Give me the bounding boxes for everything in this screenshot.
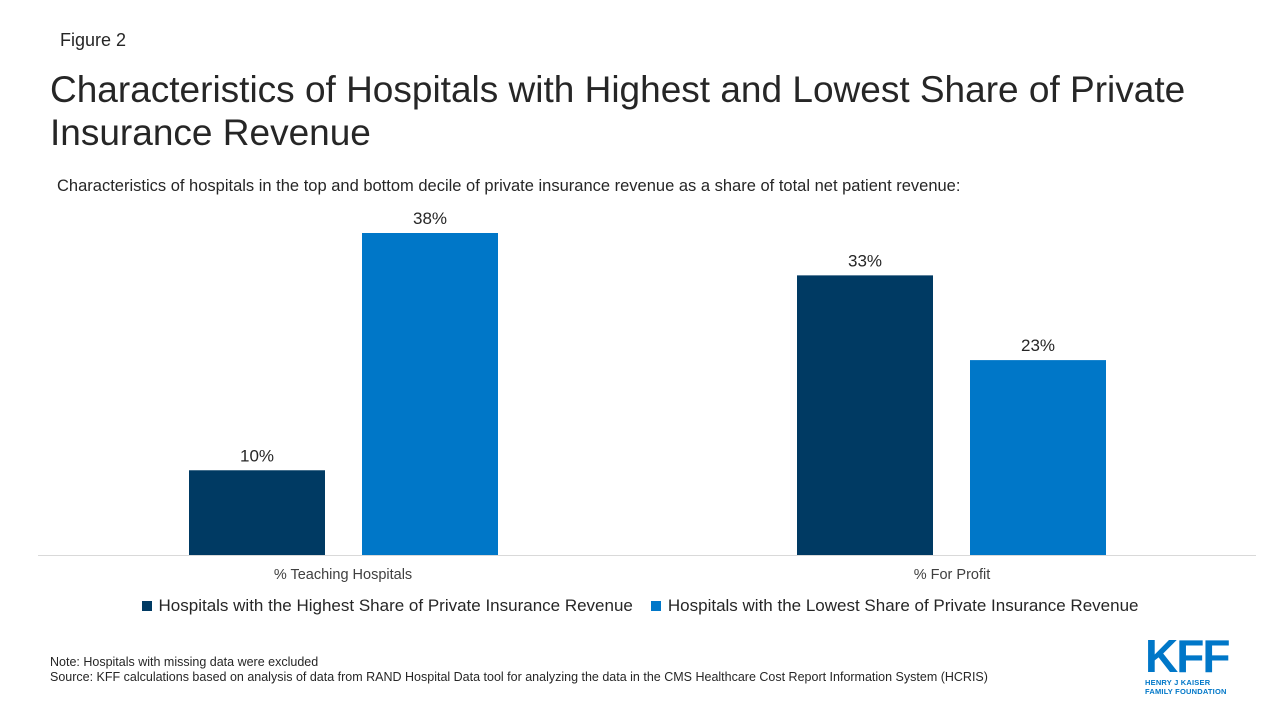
data-label-series1-for-profit: 33% — [848, 251, 882, 270]
logo-line-1: HENRY J KAISER — [1145, 678, 1211, 687]
logo-mark: KFF — [1145, 630, 1230, 682]
data-label-series2-for-profit: 23% — [1021, 336, 1055, 355]
legend-label-highest: Hospitals with the Highest Share of Priv… — [158, 596, 633, 615]
legend-swatch-highest — [141, 601, 152, 611]
chart-title: Characteristics of Hospitals with Highes… — [50, 69, 1186, 153]
note-text: Note: Hospitals with missing data were e… — [50, 655, 319, 669]
data-label-series1-teaching: 10% — [240, 446, 274, 465]
bar-series1-for-profit — [797, 275, 933, 555]
figure-label: Figure 2 — [60, 30, 127, 50]
x-tick-label-for-profit: % For Profit — [914, 567, 991, 583]
bar-series1-teaching — [189, 470, 325, 555]
logo-line-2: FAMILY FOUNDATION — [1145, 687, 1227, 696]
footnotes: Note: Hospitals with missing data were e… — [50, 655, 1110, 685]
kff-logo: KFF HENRY J KAISER FAMILY FOUNDATION — [1145, 630, 1240, 700]
bar-series2-teaching — [362, 233, 498, 555]
x-tick-label-teaching: % Teaching Hospitals — [274, 567, 412, 583]
bar-series2-for-profit — [970, 360, 1106, 555]
bar-chart: 10% 38% % Teaching Hospitals 33% 23% % For Pr… — [38, 209, 1256, 583]
legend-item-highest: Hospitals with the Highest Share of Priv… — [141, 596, 633, 616]
legend-swatch-lowest — [650, 601, 661, 611]
source-text: Source: KFF calculations based on analys… — [50, 670, 988, 684]
chart-legend: Hospitals with the Highest Share of Priv… — [0, 596, 1280, 616]
chart-subtitle: Characteristics of hospitals in the top … — [57, 177, 961, 195]
data-label-series2-teaching: 38% — [413, 209, 447, 228]
legend-item-lowest: Hospitals with the Lowest Share of Priva… — [650, 596, 1139, 616]
legend-label-lowest: Hospitals with the Lowest Share of Priva… — [667, 596, 1139, 615]
